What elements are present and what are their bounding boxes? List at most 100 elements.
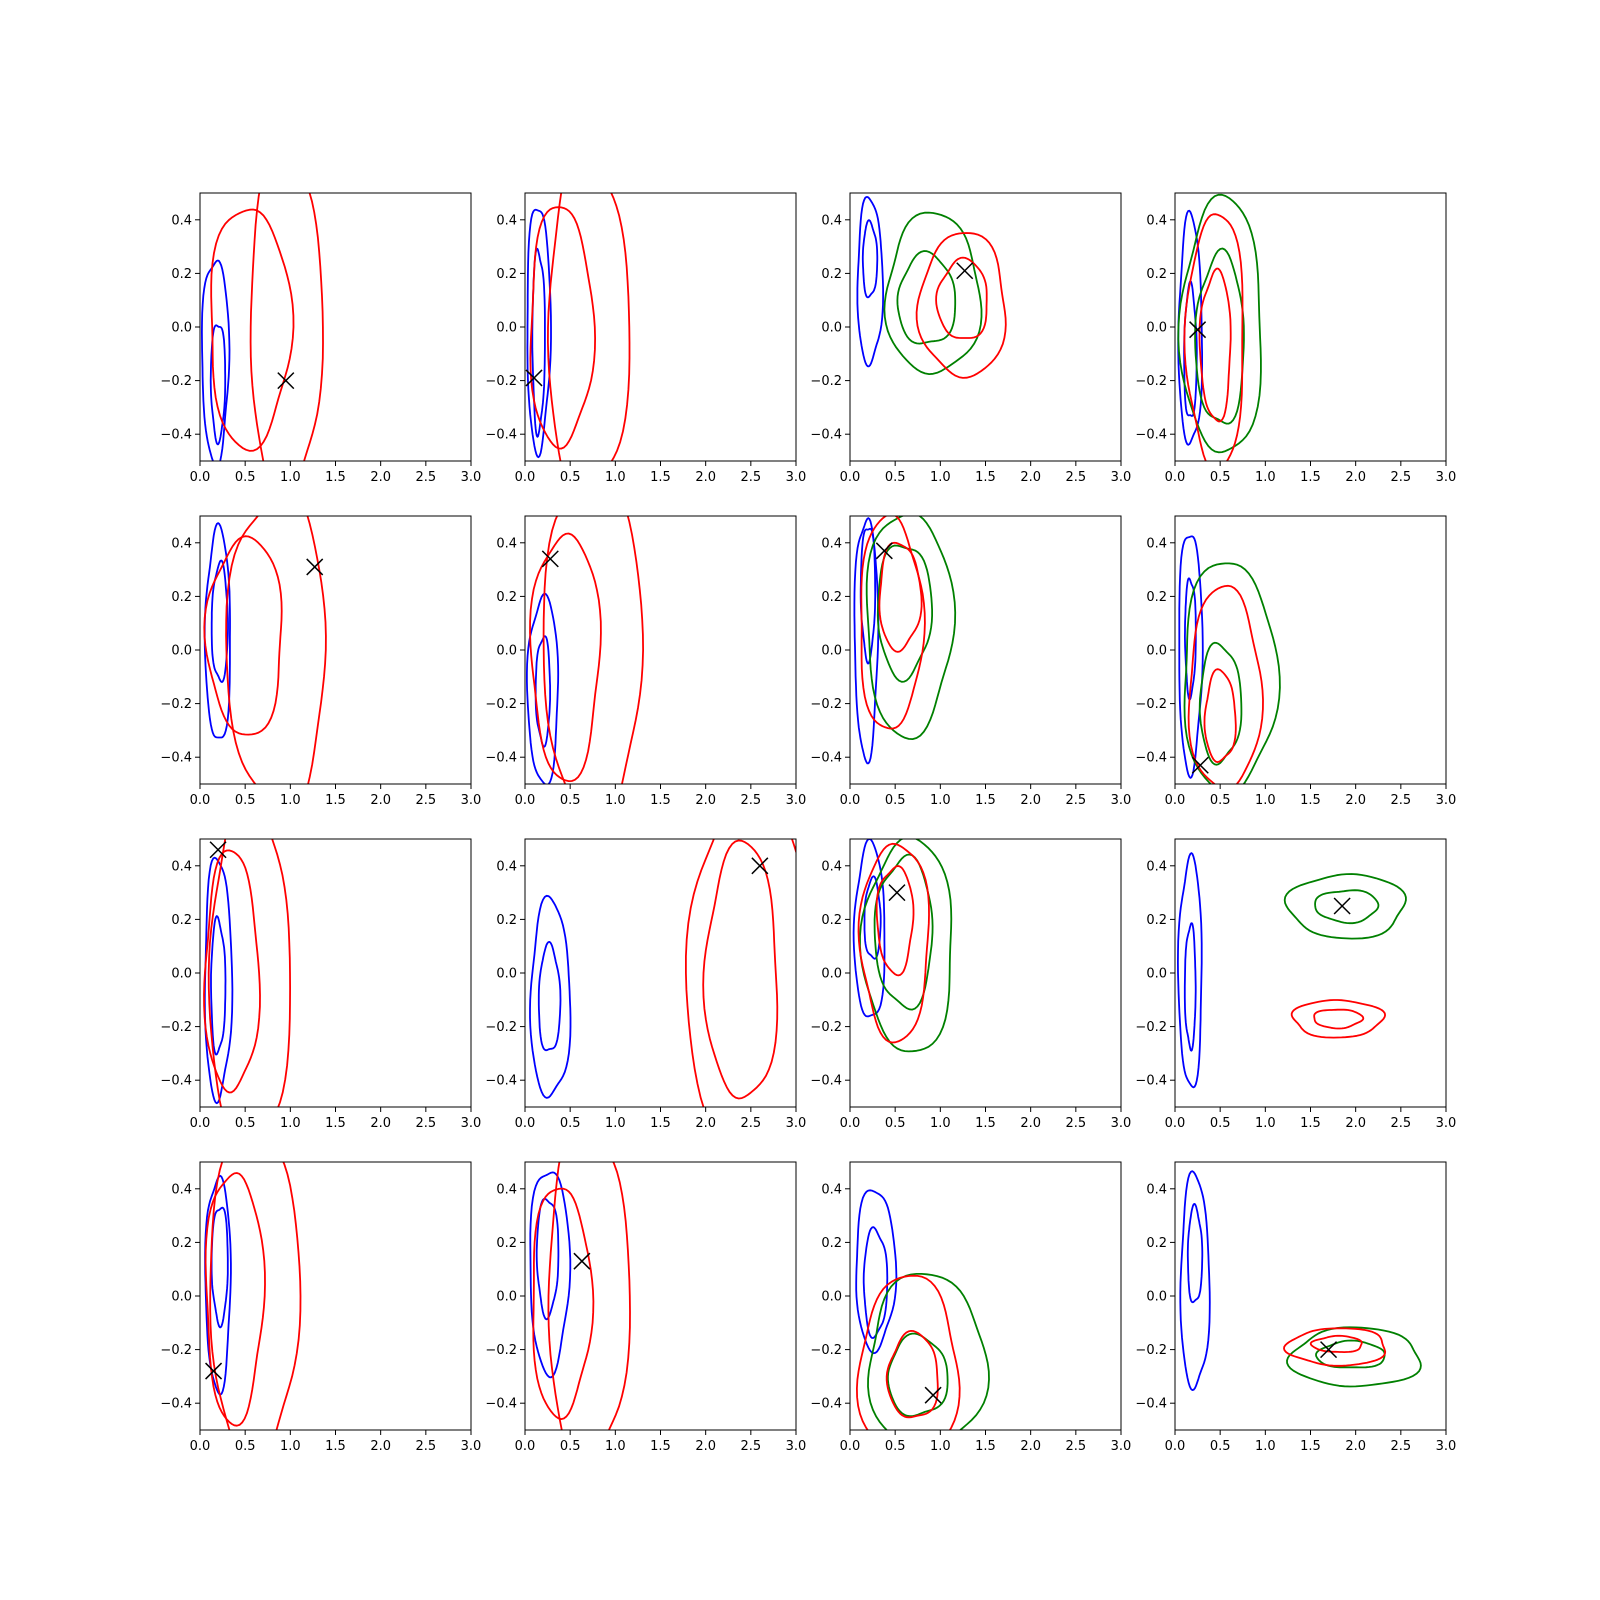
x-tick-label: 2.0	[1345, 793, 1366, 808]
blue-contour-level-1	[529, 894, 572, 1099]
x-tick-label: 3.0	[461, 1439, 482, 1454]
y-tick-label: 0.0	[496, 1290, 517, 1305]
x-tick-label: 0.0	[840, 793, 861, 808]
blue-contour-level-2	[861, 219, 879, 299]
green-contour-level-1	[1183, 562, 1281, 784]
x-tick-label: 0.5	[885, 1439, 906, 1454]
x-marker	[751, 857, 769, 875]
x-tick-label: 0.0	[840, 1116, 861, 1131]
x-tick-label: 0.0	[1165, 1439, 1186, 1454]
y-tick-label: 0.4	[171, 859, 192, 874]
blue-contour-level-1	[1179, 1170, 1211, 1391]
y-tick-label: 0.2	[1146, 913, 1167, 928]
x-tick-label: 2.0	[1345, 470, 1366, 485]
x-tick-label: 0.0	[840, 470, 861, 485]
x-marker	[875, 542, 893, 560]
y-tick-label: 0.2	[1146, 1236, 1167, 1251]
x-tick-label: 3.0	[786, 1439, 807, 1454]
red-contour-level-2	[885, 1330, 939, 1419]
x-tick-label: 0.5	[560, 793, 581, 808]
blue-contour-level-1	[1177, 852, 1203, 1089]
subplot-r3-c2: 0.0 0.5 1.0 1.5 2.0 2.5 3.0 −0.4 −0.2 0.0 0.2 0.4	[485, 838, 807, 1131]
x-tick-label: 1.0	[280, 1439, 301, 1454]
x-tick-label: 2.5	[415, 793, 436, 808]
y-tick-label: −0.2	[1135, 1020, 1167, 1035]
red-contour-level-2	[1309, 1334, 1363, 1353]
y-tick-label: 0.4	[821, 213, 842, 228]
y-tick-label: 0.0	[821, 967, 842, 982]
axes-frame	[524, 1161, 797, 1431]
y-tick-label: 0.2	[171, 590, 192, 605]
y-tick-label: 0.2	[496, 590, 517, 605]
x-tick-label: 0.0	[190, 1439, 211, 1454]
axes-frame	[1174, 838, 1447, 1108]
plot-area	[1177, 193, 1262, 461]
blue-contour-level-1	[1178, 535, 1204, 779]
red-contour-level-2	[547, 193, 631, 461]
x-tick-label: 2.5	[740, 1116, 761, 1131]
green-contour-level-1	[1283, 873, 1407, 940]
axes-frame	[849, 1161, 1122, 1431]
plot-area	[525, 193, 631, 461]
x-tick-label: 2.5	[1065, 470, 1086, 485]
y-tick-label: 0.0	[496, 644, 517, 659]
subplot-r1-c3: 0.0 0.5 1.0 1.5 2.0 2.5 3.0 −0.4 −0.2 0.0 0.2 0.4	[810, 192, 1131, 485]
axes-frame	[849, 192, 1122, 462]
x-tick-label: 1.5	[1300, 793, 1321, 808]
x-tick-label: 1.5	[325, 470, 346, 485]
red-contour-level-2	[207, 839, 292, 1107]
plot-area	[203, 839, 292, 1107]
x-tick-label: 1.0	[605, 1116, 626, 1131]
x-tick-label: 0.5	[885, 1116, 906, 1131]
x-tick-label: 1.0	[930, 793, 951, 808]
y-tick-label: −0.2	[1135, 374, 1167, 389]
y-tick-label: −0.4	[485, 751, 517, 766]
y-tick-label: 0.2	[496, 913, 517, 928]
x-tick-label: 2.5	[740, 793, 761, 808]
y-tick-label: 0.4	[1146, 1182, 1167, 1197]
x-tick-label: 3.0	[1436, 470, 1457, 485]
x-tick-label: 2.5	[1390, 1116, 1411, 1131]
plot-area	[853, 516, 957, 765]
blue-contour-level-2	[859, 527, 877, 665]
plot-area	[529, 1162, 631, 1430]
x-tick-label: 1.5	[650, 1116, 671, 1131]
y-tick-label: −0.4	[160, 428, 192, 443]
x-marker	[205, 1362, 223, 1380]
y-tick-label: 0.0	[1146, 1290, 1167, 1305]
x-tick-label: 0.0	[515, 1439, 536, 1454]
x-tick-label: 3.0	[786, 1116, 807, 1131]
x-tick-label: 2.0	[1020, 793, 1041, 808]
x-marker	[306, 558, 324, 576]
x-tick-label: 0.0	[840, 1439, 861, 1454]
y-tick-label: 0.0	[171, 644, 192, 659]
x-tick-label: 1.0	[605, 470, 626, 485]
axes-frame	[524, 192, 797, 462]
green-contour-level-1	[865, 516, 957, 740]
x-tick-label: 3.0	[786, 793, 807, 808]
x-marker	[888, 884, 906, 902]
y-tick-label: 0.2	[821, 590, 842, 605]
x-marker	[1189, 321, 1207, 339]
x-marker	[525, 369, 543, 387]
y-tick-label: 0.2	[496, 1236, 517, 1251]
x-tick-label: 2.0	[370, 1116, 391, 1131]
x-tick-label: 0.5	[235, 1116, 256, 1131]
y-tick-label: 0.4	[496, 536, 517, 551]
x-tick-label: 1.5	[325, 1439, 346, 1454]
x-tick-label: 2.5	[740, 1439, 761, 1454]
blue-contour-level-1	[855, 1189, 898, 1355]
x-tick-label: 0.5	[1210, 1116, 1231, 1131]
x-tick-label: 3.0	[1111, 1439, 1132, 1454]
red-contour-level-2	[1313, 1008, 1365, 1030]
y-tick-label: −0.4	[1135, 751, 1167, 766]
x-tick-label: 0.0	[1165, 1116, 1186, 1131]
x-tick-label: 1.0	[930, 470, 951, 485]
x-tick-label: 1.0	[1255, 793, 1276, 808]
x-marker	[277, 372, 295, 390]
plot-area	[852, 839, 953, 1053]
y-tick-label: 0.2	[821, 1236, 842, 1251]
y-tick-label: 0.4	[496, 213, 517, 228]
red-contour-level-2	[878, 541, 923, 653]
x-tick-label: 1.5	[650, 1439, 671, 1454]
